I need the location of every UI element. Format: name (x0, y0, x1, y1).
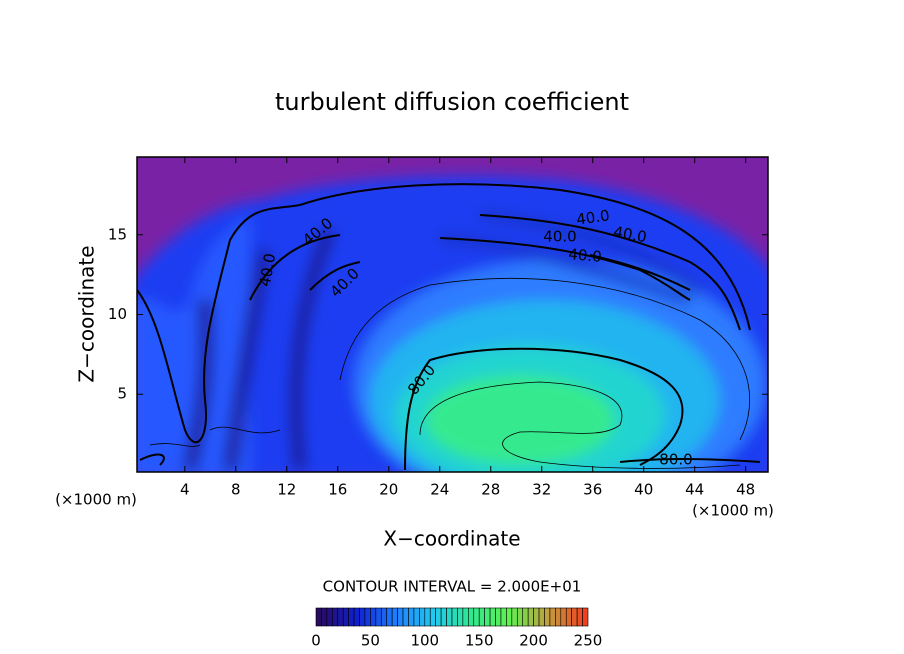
x-tick-label: 40 (634, 481, 653, 499)
y-tick-label: 10 (108, 305, 127, 323)
x-tick-label: 8 (231, 481, 241, 499)
colorbar-swatch (555, 607, 562, 627)
colorbar-swatch (419, 607, 426, 627)
colorbar-swatch (440, 607, 447, 627)
colorbar-swatch (560, 607, 567, 627)
x-tick-label: 4 (180, 481, 190, 499)
colorbar-swatch (478, 607, 485, 627)
colorbar-swatch (511, 607, 518, 627)
colorbar-swatch (402, 607, 409, 627)
colorbar-swatch (397, 607, 404, 627)
colorbar-swatch (533, 607, 540, 627)
colorbar-swatch (506, 607, 513, 627)
contour-label: 40.0 (612, 223, 648, 247)
colorbar-swatch (332, 607, 339, 627)
colorbar-swatch (326, 607, 333, 627)
colorbar-swatch (348, 607, 355, 627)
x-tick-label: 44 (685, 481, 704, 499)
colorbar-tick-label: 100 (410, 632, 439, 650)
contour-label: 40.0 (568, 245, 603, 266)
colorbar-swatch (364, 607, 371, 627)
contour-label: 40.0 (575, 206, 611, 228)
colorbar-swatch (522, 607, 529, 627)
colorbar-swatch (386, 607, 393, 627)
colorbar-swatch (435, 607, 442, 627)
colorbar-swatch (484, 607, 491, 627)
colorbar-swatch (544, 607, 551, 627)
contour-label: 40.0 (543, 228, 576, 246)
y-axis-label: Z−coordinate (75, 245, 99, 382)
colorbar-swatch (315, 607, 322, 627)
colorbar-swatch (495, 607, 502, 627)
colorbar-swatch (337, 607, 344, 627)
colorbar-swatch (424, 607, 431, 627)
colorbar-swatch (391, 607, 398, 627)
colorbar-swatch (468, 607, 475, 627)
x-tick-label: 12 (277, 481, 296, 499)
x-tick-label: 48 (736, 481, 755, 499)
colorbar-swatch (473, 607, 480, 627)
colorbar-swatch (571, 607, 578, 627)
colorbar-swatch (462, 607, 469, 627)
colorbar-swatch (408, 607, 415, 627)
colorbar-swatch (413, 607, 420, 627)
colorbar-swatch (516, 607, 524, 627)
x-tick-label: 28 (481, 481, 500, 499)
colorbar-tick-label: 200 (519, 632, 548, 650)
colorbar-swatch (451, 607, 458, 627)
x-tick-label: 36 (583, 481, 602, 499)
colorbar-swatch (576, 607, 583, 627)
colorbar-swatch (370, 607, 377, 627)
colorbar-swatch (489, 607, 496, 627)
chart-title: turbulent diffusion coefficient (275, 88, 629, 116)
x-axis-label: X−coordinate (383, 527, 520, 551)
colorbar-swatch (549, 607, 556, 627)
colorbar-tick-label: 250 (574, 632, 603, 650)
contour-label: 40.0 (256, 252, 280, 288)
colorbar-swatch (380, 607, 388, 627)
contour-interval: CONTOUR INTERVAL = 2.000E+01 (323, 578, 582, 596)
x-tick-label: 24 (430, 481, 449, 499)
x-tick-label: 32 (532, 481, 551, 499)
colorbar-tick-label: 0 (311, 632, 321, 650)
x-unit-label: (×1000 m) (692, 502, 774, 520)
colorbar-swatch (359, 607, 366, 627)
colorbar-swatch (565, 607, 572, 627)
colorbar-swatch (375, 607, 382, 627)
colorbar-tick-label: 50 (361, 632, 380, 650)
colorbar-swatch (538, 607, 545, 627)
y-tick-label: 15 (108, 225, 127, 243)
colorbar-tick-label: 150 (465, 632, 494, 650)
colorbar-swatch (321, 607, 328, 627)
y-unit-label: (×1000 m) (55, 491, 137, 509)
colorbar-swatch (582, 607, 589, 627)
colorbar-swatch (457, 607, 464, 627)
colorbar-swatch (500, 607, 507, 627)
colorbar-swatch (446, 607, 453, 627)
contour-field (137, 157, 768, 472)
colorbar-swatch (527, 607, 534, 627)
x-tick-label: 20 (379, 481, 398, 499)
colorbar-swatch (429, 607, 436, 627)
y-tick-label: 5 (117, 385, 127, 403)
contour-label: 80.0 (659, 451, 692, 469)
x-tick-label: 16 (328, 481, 347, 499)
colorbar-swatch (353, 607, 360, 627)
colorbar-swatch (342, 607, 349, 627)
